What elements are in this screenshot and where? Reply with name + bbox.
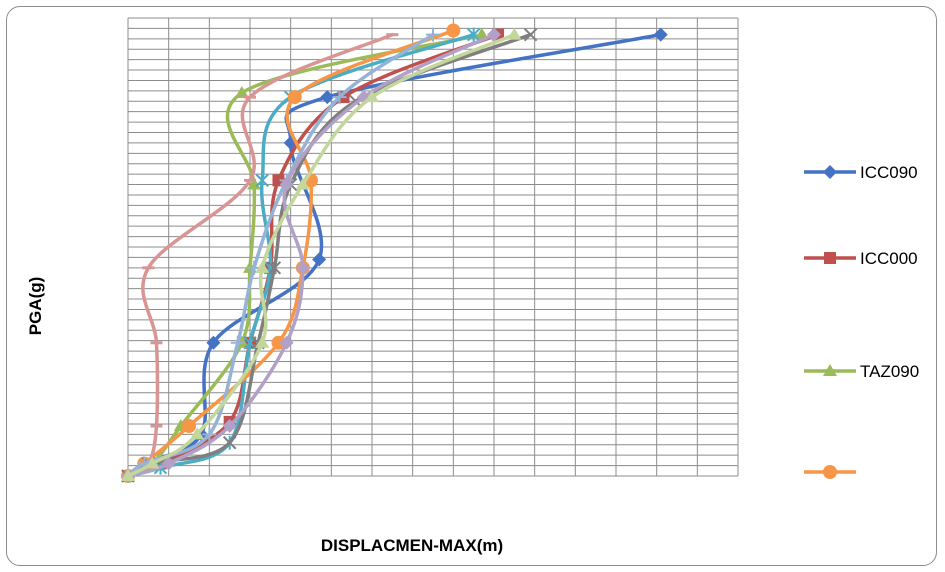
data-point [190, 427, 205, 440]
data-point [507, 27, 522, 40]
legend: ICC090 ICC000 TAZ090 [804, 163, 919, 479]
data-point [202, 427, 217, 442]
data-point [279, 177, 294, 192]
data-point [320, 90, 335, 105]
data-point [267, 261, 282, 275]
legend-marker [823, 165, 837, 179]
data-point [255, 173, 269, 188]
data-point [247, 177, 262, 190]
data-point [206, 335, 221, 350]
legend-label: TAZ090 [860, 362, 919, 381]
data-point [426, 27, 440, 42]
legend-marker [824, 252, 836, 264]
data-point [523, 27, 538, 42]
data-point [255, 335, 270, 348]
legend-item: TAZ090 [804, 362, 919, 381]
legend-item: ICC090 [804, 163, 918, 182]
series-layer [121, 23, 668, 483]
data-point [161, 456, 176, 471]
data-point [182, 419, 196, 434]
legend-marker [823, 465, 837, 479]
series-10 [121, 27, 522, 481]
data-point [271, 335, 286, 350]
x-axis-label: DISPLACMEN-MAX(m) [320, 536, 504, 555]
data-point [145, 456, 160, 469]
data-point [287, 90, 302, 105]
legend-marker [823, 364, 837, 376]
plot-grid [127, 17, 739, 477]
data-point [222, 435, 237, 450]
data-point [487, 27, 501, 42]
data-point [121, 469, 135, 481]
series-9 [121, 27, 501, 483]
legend-label: ICC090 [860, 163, 918, 182]
data-point [295, 260, 310, 275]
data-point [295, 177, 310, 190]
y-axis-label: PGA(g) [26, 276, 45, 336]
data-point [653, 27, 668, 42]
data-point [230, 335, 245, 350]
legend-item: ICC000 [804, 249, 918, 268]
data-point [279, 335, 294, 350]
data-point [446, 23, 461, 38]
data-point [332, 90, 347, 105]
data-point [466, 27, 481, 42]
data-point [234, 85, 249, 98]
data-point [312, 252, 327, 267]
legend-label: ICC000 [860, 249, 918, 268]
data-point [365, 90, 379, 103]
data-point [222, 419, 237, 434]
data-point [255, 260, 270, 273]
legend-item [804, 465, 856, 479]
